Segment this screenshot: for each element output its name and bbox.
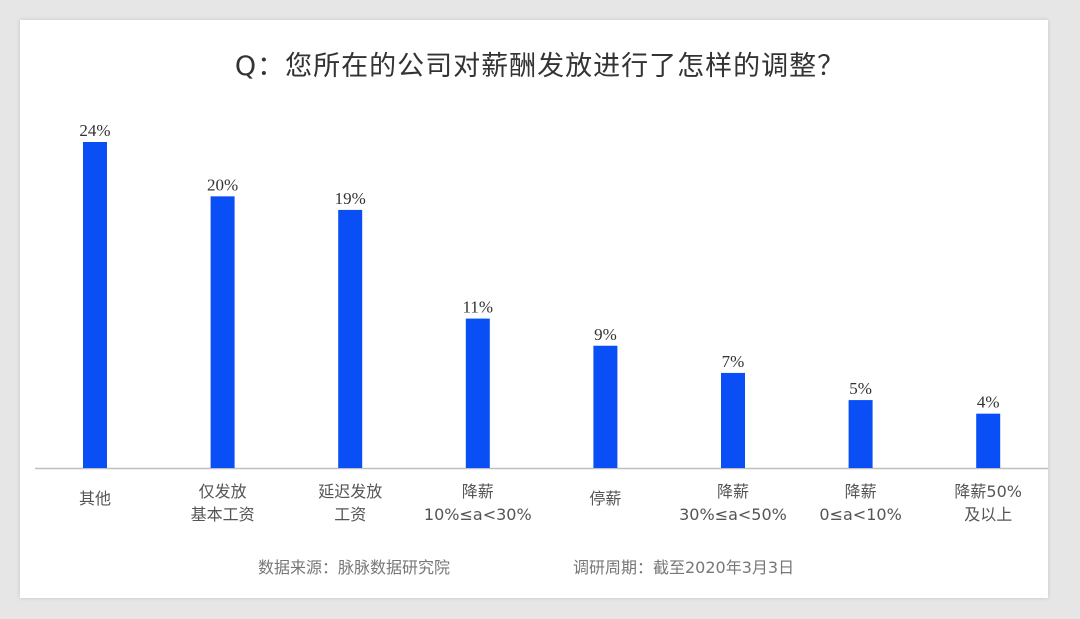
data-label: 19%	[335, 189, 366, 208]
x-tick-label: 30%≤a<50%	[679, 505, 787, 524]
x-tick-label: 降薪50%	[954, 482, 1022, 501]
data-source: 数据来源：脉脉数据研究院	[258, 558, 451, 577]
x-tick-label: 工资	[334, 505, 366, 524]
x-tick-label: 基本工资	[191, 505, 255, 524]
x-tick-label: 10%≤a<30%	[424, 505, 532, 524]
data-label: 20%	[207, 175, 238, 194]
x-tick-label: 其他	[79, 489, 111, 508]
bar	[593, 345, 618, 468]
x-tick-label: 降薪	[845, 482, 877, 501]
chart-card	[20, 20, 1048, 598]
bar	[338, 209, 363, 468]
x-tick-label: 仅发放	[199, 482, 247, 501]
data-label: 5%	[849, 379, 872, 398]
data-label: 11%	[463, 298, 494, 317]
x-tick-label: 延迟发放	[318, 482, 382, 501]
bar	[848, 400, 873, 468]
x-tick-label: 0≤a<10%	[819, 505, 901, 524]
chart-title: Q：您所在的公司对薪酬发放进行了怎样的调整？	[234, 51, 846, 82]
data-label: 9%	[594, 325, 617, 344]
data-label: 4%	[977, 393, 1000, 412]
data-label: 24%	[79, 121, 110, 140]
bar	[83, 142, 107, 468]
bar	[721, 372, 745, 468]
bar	[976, 413, 1001, 468]
bar	[210, 196, 235, 469]
x-tick-label: 及以上	[964, 505, 1012, 524]
x-tick-label: 降薪	[717, 482, 749, 501]
data-label: 7%	[722, 352, 745, 371]
x-tick-label: 降薪	[462, 482, 494, 501]
bar	[465, 318, 490, 468]
x-tick-label: 停薪	[589, 489, 621, 508]
survey-period: 调研周期：截至2020年3月3日	[573, 558, 795, 577]
